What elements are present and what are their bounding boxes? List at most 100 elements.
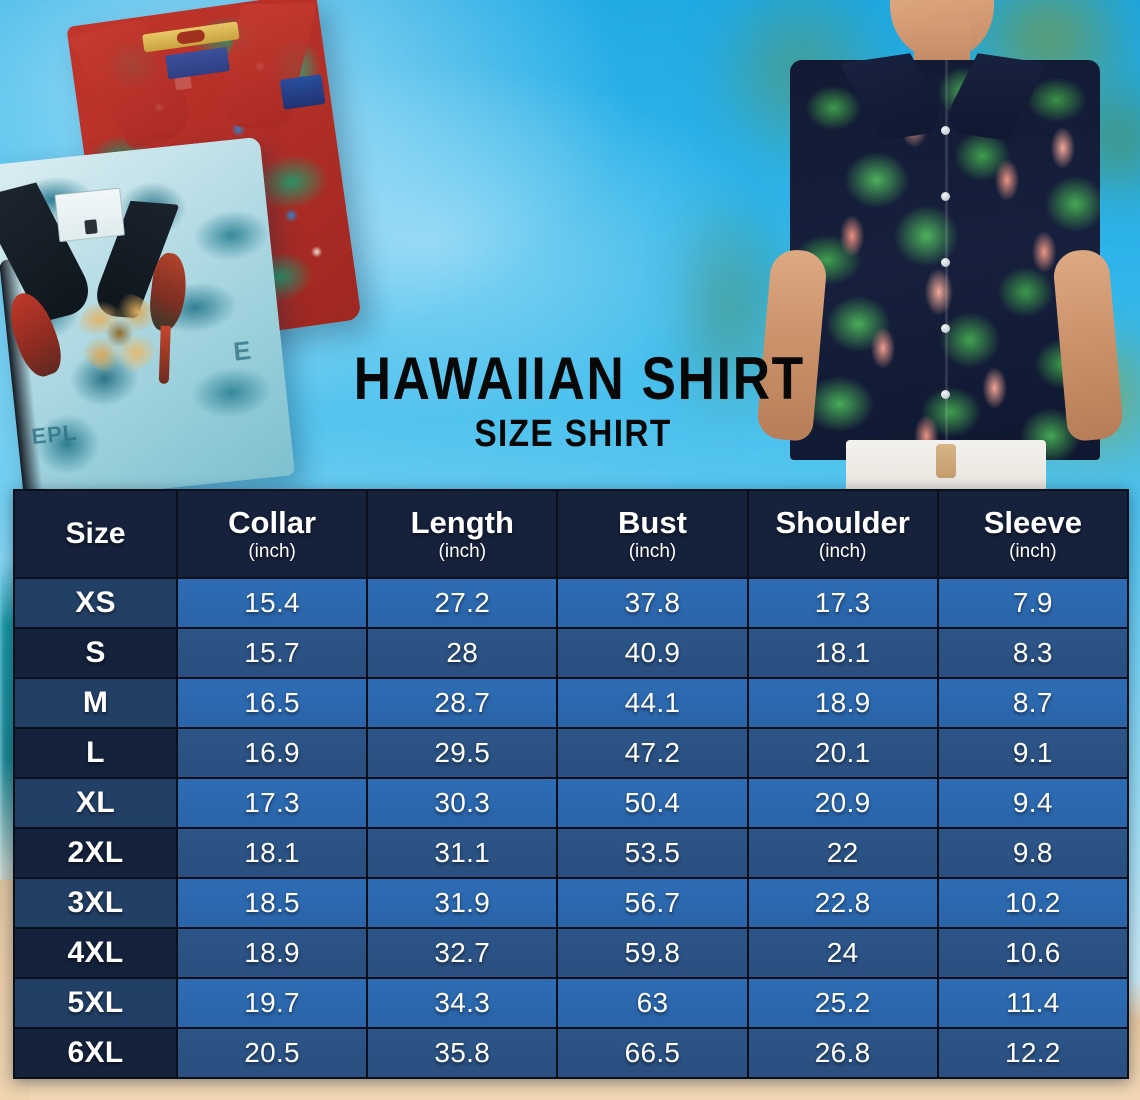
page-title: HAWAIIAN SHIRT [353,345,805,412]
cell-collar: 18.9 [175,927,369,979]
blue-shirt-parrot-tail [158,325,171,384]
cell-collar: 19.7 [175,977,369,1029]
cell-length: 28 [366,627,559,679]
cell-sleeve: 9.8 [936,827,1129,879]
column-header-length: Length (inch) [366,489,559,579]
cell-collar: 18.1 [175,827,369,879]
cell-collar: 15.4 [175,577,369,629]
red-shirt-sleeve-tag [279,74,326,110]
cell-bust: 44.1 [556,677,749,729]
cell-length: 27.2 [366,577,559,629]
table-row: L 16.9 29.5 47.2 20.1 9.1 [13,727,1129,779]
column-header-sleeve: Sleeve (inch) [936,489,1129,579]
column-header-sleeve-unit: (inch) [1009,540,1057,562]
cell-shoulder: 22 [746,827,939,879]
table-row: XS 15.4 27.2 37.8 17.3 7.9 [13,577,1129,629]
column-header-bust-unit: (inch) [628,540,677,562]
size-chart-table: Size Collar (inch) Length (inch) Bust (i… [13,489,1129,1079]
title-block: HAWAIIAN SHIRT SIZE SHIRT [318,348,828,456]
cell-sleeve: 8.3 [936,627,1129,679]
cell-bust: 50.4 [556,777,749,829]
cell-size: M [13,677,178,729]
cell-size: S [13,627,178,679]
cell-shoulder: 24 [746,927,939,979]
cell-shoulder: 20.9 [746,777,939,829]
cell-size: XS [13,577,178,629]
cell-bust: 56.7 [556,877,749,929]
size-chart-table-wrap: Size Collar (inch) Length (inch) Bust (i… [13,489,1129,1079]
size-chart-header: Size Collar (inch) Length (inch) Bust (i… [13,489,1129,579]
cell-length: 32.7 [366,927,559,979]
cell-length: 35.8 [366,1027,559,1079]
header-row: Size Collar (inch) Length (inch) Bust (i… [13,489,1129,579]
navy-shirt-collar-right [938,53,1048,141]
column-header-shoulder-unit: (inch) [818,540,867,562]
blue-shirt-print-text-1: EPL [30,419,79,450]
cell-size: XL [13,777,178,829]
table-row: 5XL 19.7 34.3 63 25.2 11.4 [13,977,1129,1029]
red-shirt-size-tag [165,47,230,80]
cell-size: 3XL [13,877,178,929]
column-header-collar: Collar (inch) [175,489,369,579]
cell-shoulder: 22.8 [746,877,939,929]
column-header-bust-label: Bust [618,504,687,540]
cell-collar: 18.5 [175,877,369,929]
blue-shirt-chest-pocket [54,187,126,243]
cell-sleeve: 11.4 [936,977,1129,1029]
cell-bust: 53.5 [556,827,749,879]
table-row: 6XL 20.5 35.8 66.5 26.8 12.2 [13,1027,1129,1079]
column-header-size: Size [13,489,178,579]
page-subtitle: SIZE SHIRT [474,413,672,455]
cell-size: 4XL [13,927,178,979]
cell-shoulder: 25.2 [746,977,939,1029]
navy-flamingo-shirt [790,53,1100,460]
cell-collar: 20.5 [175,1027,369,1079]
light-blue-parrot-shirt: EPL E [0,136,296,504]
cell-size: 5XL [13,977,178,1029]
column-header-bust: Bust (inch) [556,489,749,579]
cell-sleeve: 7.9 [936,577,1129,629]
column-header-collar-label: Collar [228,504,317,540]
cell-sleeve: 10.2 [936,877,1129,929]
table-row: M 16.5 28.7 44.1 18.9 8.7 [13,677,1129,729]
model-wearing-navy-flamingo-shirt [738,0,1140,492]
column-header-sleeve-label: Sleeve [983,504,1082,540]
navy-shirt-button [941,192,950,201]
model-white-shorts [846,440,1046,492]
cell-bust: 47.2 [556,727,749,779]
table-row: XL 17.3 30.3 50.4 20.9 9.4 [13,777,1129,829]
cell-bust: 66.5 [556,1027,749,1079]
navy-shirt-button [941,324,950,333]
cell-length: 31.1 [366,827,559,879]
cell-shoulder: 20.1 [746,727,939,779]
table-row: 4XL 18.9 32.7 59.8 24 10.6 [13,927,1129,979]
navy-shirt-button [941,390,950,399]
table-row: S 15.7 28 40.9 18.1 8.3 [13,627,1129,679]
cell-length: 34.3 [366,977,559,1029]
cell-sleeve: 10.6 [936,927,1129,979]
column-header-size-label: Size [65,517,126,550]
column-header-length-unit: (inch) [438,540,487,562]
cell-length: 29.5 [366,727,559,779]
cell-sleeve: 9.4 [936,777,1129,829]
cell-size: L [13,727,178,779]
red-shirt-size-tag-text [174,76,192,91]
cell-bust: 59.8 [556,927,749,979]
column-header-shoulder: Shoulder (inch) [746,489,939,579]
cell-bust: 63 [556,977,749,1029]
cell-collar: 16.5 [175,677,369,729]
cell-collar: 15.7 [175,627,369,679]
cell-length: 28.7 [366,677,559,729]
column-header-shoulder-label: Shoulder [775,504,910,540]
cell-shoulder: 17.3 [746,577,939,629]
cell-sleeve: 9.1 [936,727,1129,779]
cell-bust: 40.9 [556,627,749,679]
navy-shirt-button [941,258,950,267]
column-header-length-label: Length [410,504,514,540]
navy-shirt-button [941,126,950,135]
cell-bust: 37.8 [556,577,749,629]
size-chart-body: XS 15.4 27.2 37.8 17.3 7.9 S 15.7 28 40.… [13,577,1129,1079]
cell-shoulder: 18.9 [746,677,939,729]
navy-shirt-collar-left [840,53,950,141]
